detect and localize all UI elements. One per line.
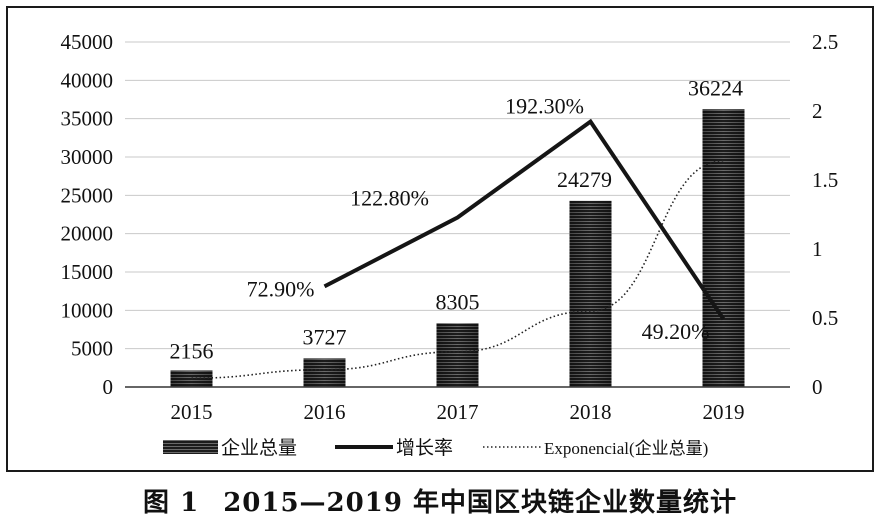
bar-shade bbox=[303, 358, 346, 387]
right-tick-label: 1.5 bbox=[812, 168, 838, 192]
chart: 0 5000 10000 15000 20000 25000 30000 35000 40000… bbox=[61, 30, 839, 459]
left-axis: 0 5000 10000 15000 20000 25000 30000 35000 40000… bbox=[61, 30, 114, 399]
legend-label-bar: 企业总量 bbox=[221, 437, 297, 459]
left-tick-label: 5000 bbox=[71, 337, 113, 361]
trendline-path bbox=[191, 160, 724, 379]
growth-value-label: 72.90% bbox=[247, 276, 315, 301]
x-tick-label: 2017 bbox=[437, 400, 479, 424]
growth-value-label: 122.80% bbox=[350, 186, 429, 211]
right-tick-label: 2 bbox=[812, 99, 823, 123]
bar-value-label: 8305 bbox=[436, 289, 480, 314]
legend: 企业总量 增长率 Exponencial(企业总量) bbox=[163, 437, 708, 459]
left-tick-label: 35000 bbox=[61, 107, 114, 131]
legend-swatch-bar bbox=[163, 440, 218, 454]
x-tick-label: 2019 bbox=[703, 400, 745, 424]
figure-caption: 图 1 2015—2019 年中国区块链企业数量统计 bbox=[0, 478, 880, 528]
growth-line-path bbox=[323, 118, 726, 321]
left-tick-label: 40000 bbox=[61, 68, 114, 92]
x-tick-label: 2016 bbox=[304, 400, 346, 424]
left-tick-label: 45000 bbox=[61, 30, 114, 54]
bar-value-label: 2156 bbox=[170, 338, 214, 363]
trendline bbox=[191, 160, 724, 379]
right-tick-label: 0.5 bbox=[812, 306, 838, 330]
legend-label-line: 增长率 bbox=[396, 437, 453, 459]
left-tick-label: 30000 bbox=[61, 145, 114, 169]
left-tick-label: 0 bbox=[103, 375, 114, 399]
x-tick-label: 2015 bbox=[171, 400, 213, 424]
left-tick-label: 25000 bbox=[61, 183, 114, 207]
left-tick-label: 10000 bbox=[61, 298, 114, 322]
right-tick-label: 2.5 bbox=[812, 30, 838, 54]
growth-value-label: 192.30% bbox=[505, 94, 584, 119]
data-labels: 2156 3727 8305 24279 36224 72.90% 122.80% 192.3… bbox=[170, 75, 744, 363]
bar-shade bbox=[569, 200, 612, 387]
bar-shade bbox=[170, 370, 213, 387]
x-tick-label: 2018 bbox=[570, 400, 612, 424]
left-tick-label: 20000 bbox=[61, 222, 114, 246]
bar-value-label: 36224 bbox=[688, 75, 743, 100]
bar-shade bbox=[702, 109, 745, 388]
bar-value-label: 3727 bbox=[303, 324, 347, 349]
chart-frame bbox=[6, 6, 874, 472]
bar-value-label: 24279 bbox=[557, 167, 612, 192]
figure-number: 图 1 bbox=[143, 488, 200, 518]
x-axis: 2015 2016 2017 2018 2019 bbox=[125, 386, 790, 424]
left-tick-label: 15000 bbox=[61, 260, 114, 284]
right-tick-label: 1 bbox=[812, 237, 823, 261]
legend-label-trend: Exponencial(企业总量) bbox=[544, 439, 708, 458]
right-tick-label: 0 bbox=[812, 375, 823, 399]
figure-title: 2015—2019 年中国区块链企业数量统计 bbox=[223, 488, 737, 518]
right-axis: 0 0.5 1 1.5 2 2.5 bbox=[812, 30, 838, 399]
bars bbox=[170, 109, 745, 388]
bar-shade bbox=[436, 323, 479, 387]
growth-line bbox=[323, 118, 726, 321]
growth-value-label: 49.20% bbox=[642, 319, 710, 344]
